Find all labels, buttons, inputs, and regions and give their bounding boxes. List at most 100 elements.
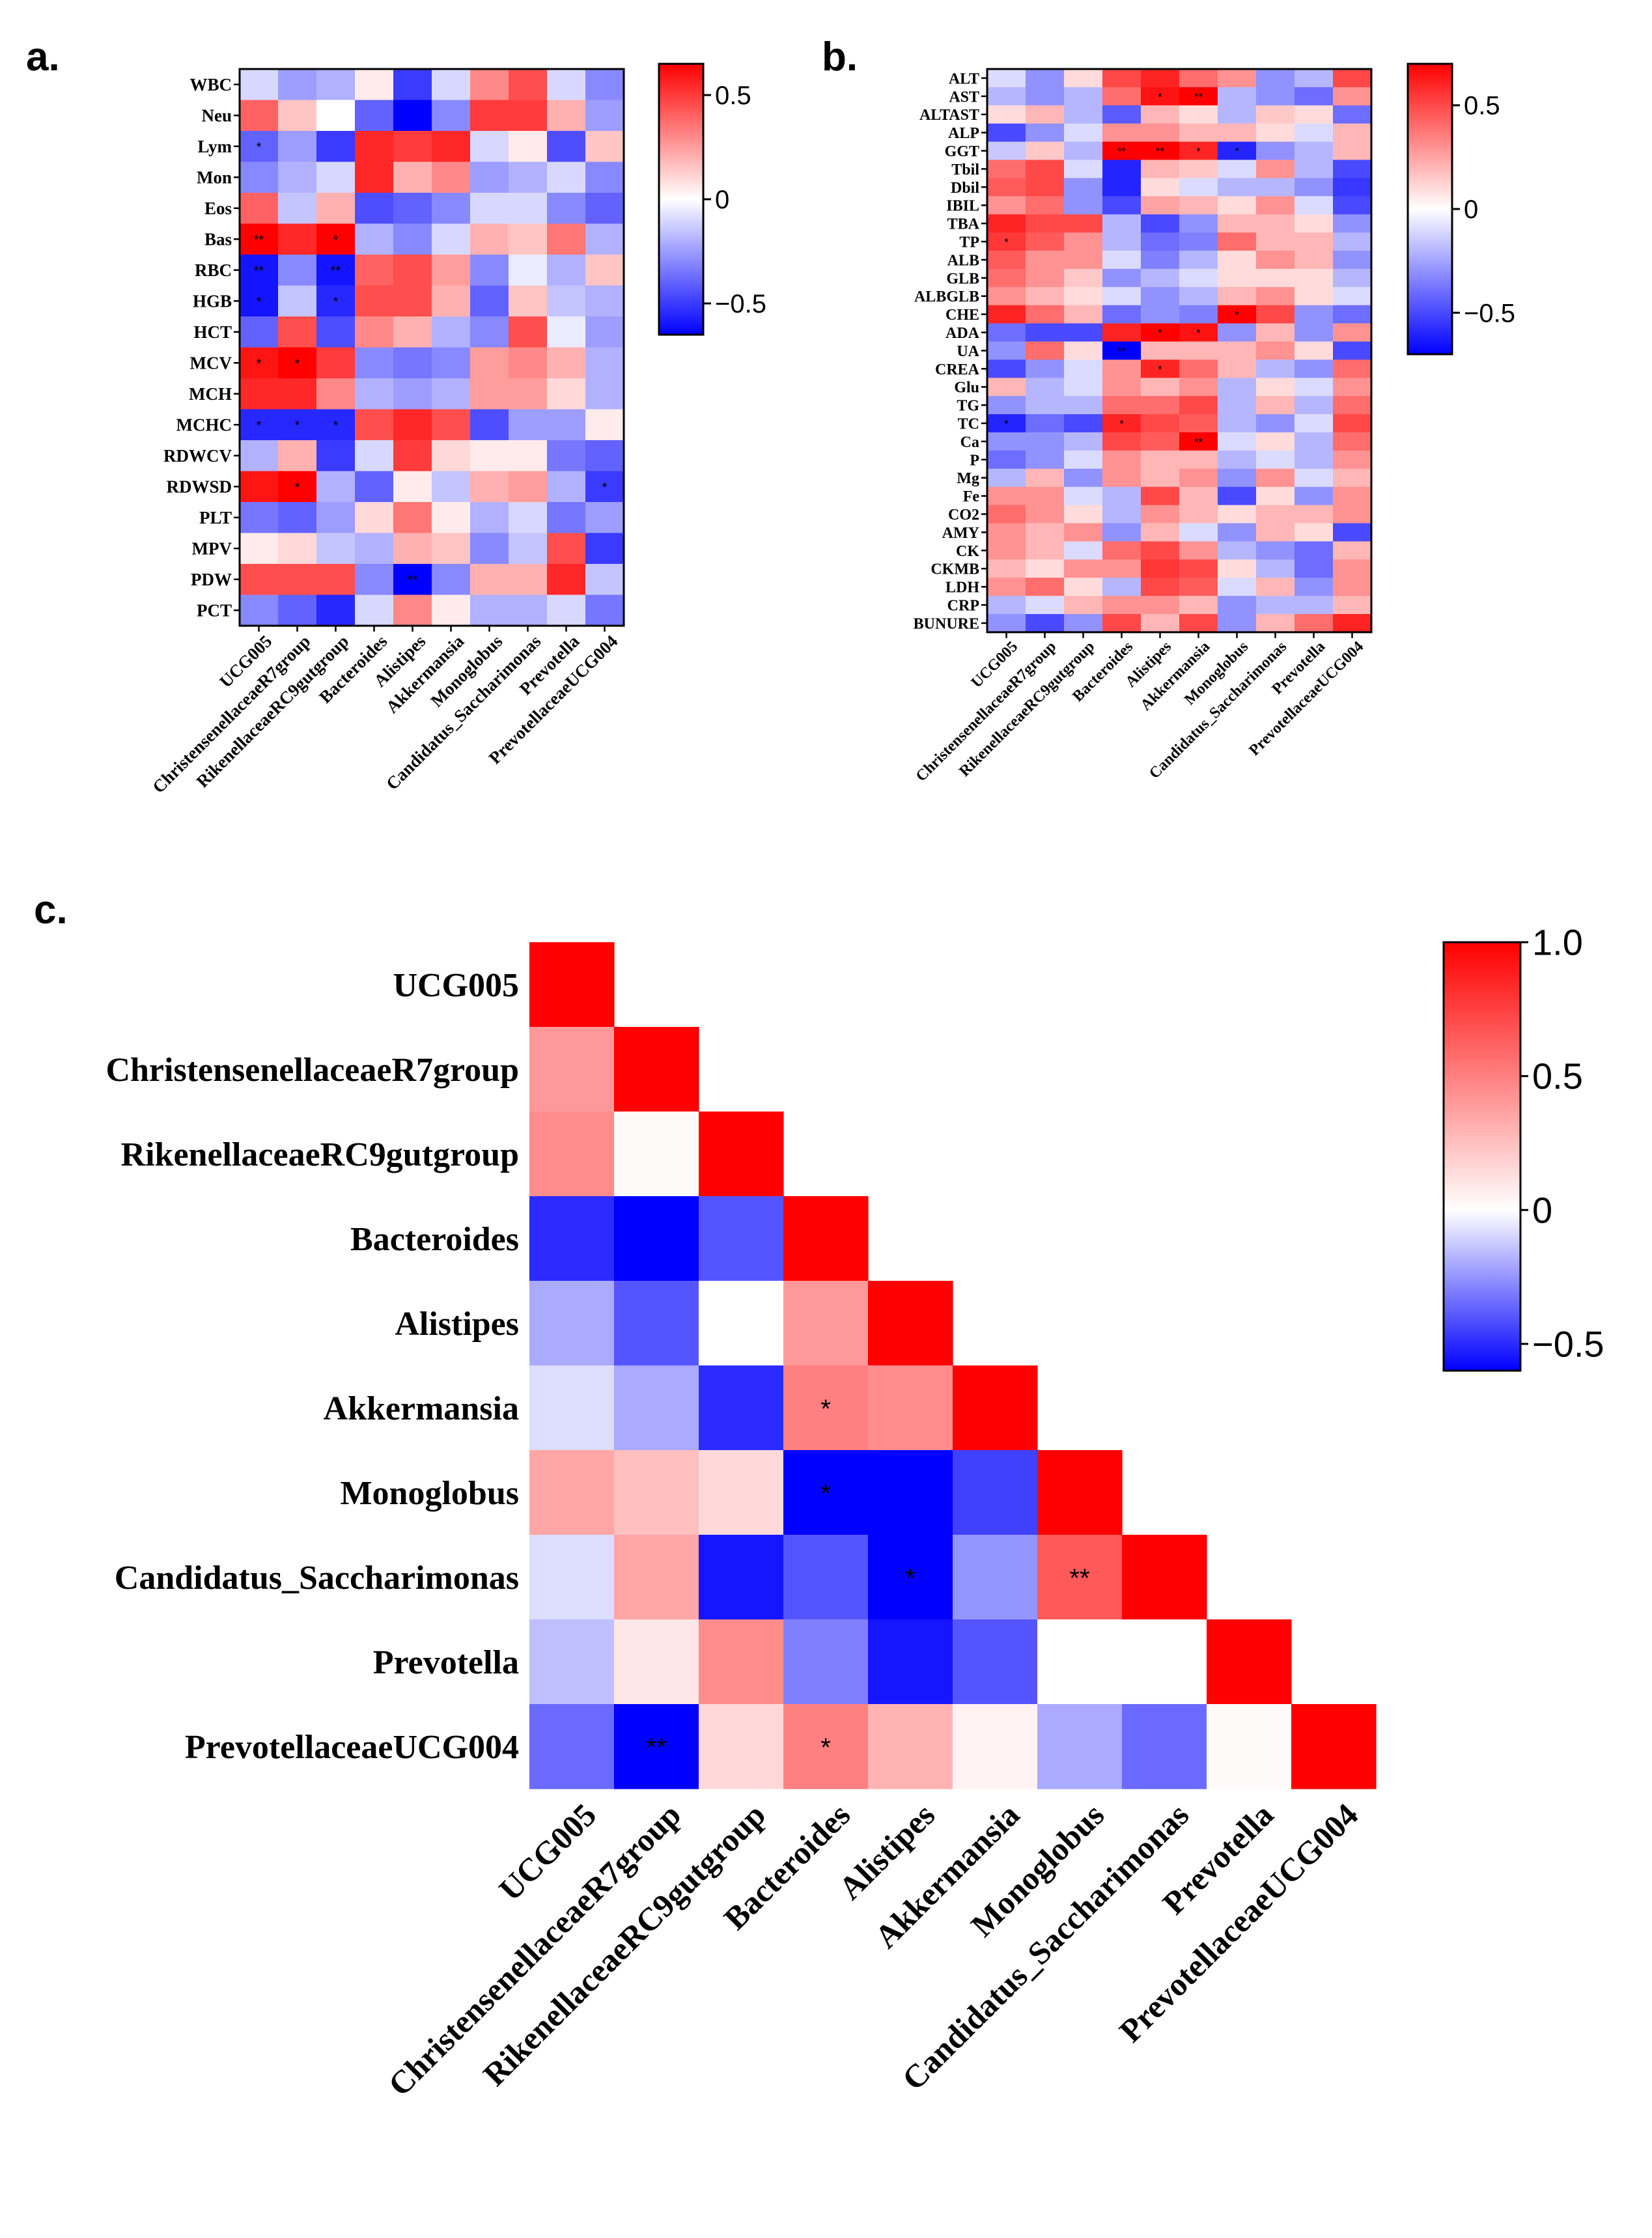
heatmap-cell — [1218, 559, 1257, 578]
heatmap-cell — [547, 347, 586, 379]
heatmap-cell — [1026, 378, 1065, 397]
row-label: CRP — [947, 597, 979, 614]
heatmap-cell — [1179, 305, 1218, 324]
heatmap-cell — [509, 347, 548, 379]
heatmap-cell — [1333, 614, 1372, 633]
heatmap-cell — [1026, 596, 1065, 615]
heatmap-cell — [1207, 1619, 1292, 1705]
heatmap-cell — [987, 341, 1026, 360]
heatmap-cell — [1064, 268, 1103, 288]
panel-b-heatmap: b.* **** ** * **** ***** ***ALTASTALTASTALPGGT… — [822, 35, 1515, 785]
heatmap-cell — [614, 1281, 699, 1366]
heatmap-cell — [240, 347, 279, 379]
heatmap-cell — [1295, 160, 1334, 178]
heatmap-cell — [1333, 196, 1372, 215]
heatmap-cell — [1102, 541, 1141, 560]
heatmap-cell — [240, 471, 279, 503]
significance-marker: * — [1158, 327, 1162, 339]
heatmap-cell — [1179, 432, 1218, 451]
row-label: PCT — [197, 601, 232, 621]
heatmap-cell — [509, 316, 548, 348]
heatmap-cell — [316, 131, 356, 163]
significance-marker: * — [295, 357, 300, 371]
heatmap-cell — [1295, 178, 1334, 197]
heatmap-cell — [529, 1027, 615, 1112]
heatmap-cell — [1141, 396, 1180, 415]
heatmap-cell — [1064, 359, 1103, 378]
heatmap-cell — [1102, 432, 1141, 451]
heatmap-cell — [987, 468, 1026, 488]
heatmap-cell — [1141, 214, 1180, 233]
heatmap-cell — [987, 287, 1026, 306]
heatmap-cell — [432, 100, 471, 132]
row-label: ADA — [945, 325, 980, 342]
heatmap-cell — [1141, 614, 1180, 633]
heatmap-cell — [1037, 1450, 1123, 1535]
heatmap-cell — [547, 378, 586, 410]
heatmap-cell — [1026, 178, 1065, 197]
heatmap-cell — [1256, 541, 1295, 560]
heatmap-cell — [1333, 87, 1372, 106]
panel-letter: b. — [822, 35, 858, 79]
heatmap-cell — [1179, 396, 1218, 415]
heatmap-cell — [1295, 468, 1334, 488]
heatmap-cell — [509, 594, 548, 626]
heatmap-cell — [1333, 468, 1372, 488]
heatmap-cell — [547, 409, 586, 441]
column-label: ChristensenellaceaeR7group — [913, 638, 1059, 785]
row-label: Bacteroides — [350, 1221, 519, 1258]
heatmap-cell — [278, 285, 317, 317]
heatmap-cell — [1141, 486, 1180, 506]
heatmap-cell — [278, 378, 317, 410]
heatmap-cell — [355, 564, 394, 596]
heatmap-cell — [1037, 1619, 1123, 1705]
heatmap-cell — [1256, 505, 1295, 524]
heatmap-cell — [1333, 160, 1372, 178]
heatmap-cell — [783, 1619, 869, 1705]
heatmap-cell — [1064, 559, 1103, 578]
heatmap-cell — [470, 502, 509, 534]
heatmap-cell — [1256, 323, 1295, 343]
heatmap-cell — [470, 285, 509, 317]
row-label: CKMB — [931, 561, 979, 578]
heatmap-cell — [509, 440, 548, 472]
heatmap-cell — [953, 1704, 1038, 1789]
heatmap-cell — [1026, 141, 1065, 161]
heatmap-cell — [1026, 69, 1065, 88]
heatmap-cell — [1218, 268, 1257, 288]
heatmap-cell — [470, 347, 509, 379]
heatmap-cell — [1026, 341, 1065, 360]
heatmap-cell — [1333, 341, 1372, 360]
heatmap-cell — [470, 223, 509, 255]
heatmap-cell — [547, 193, 586, 225]
heatmap-cell — [1333, 432, 1372, 451]
heatmap-cell — [1333, 596, 1372, 615]
plot-frame — [238, 68, 625, 627]
heatmap-cell — [987, 596, 1026, 615]
heatmap-cell — [699, 1535, 784, 1620]
heatmap-cell — [393, 502, 432, 534]
heatmap-cell — [316, 378, 356, 410]
heatmap-cell — [1179, 141, 1218, 161]
heatmap-cell — [240, 223, 279, 255]
heatmap-cell — [1064, 614, 1103, 633]
heatmap-cell — [868, 1619, 953, 1705]
row-label: AST — [949, 89, 979, 105]
heatmap-cell — [1141, 341, 1180, 360]
heatmap-cell — [432, 131, 471, 163]
heatmap-cell — [355, 131, 394, 163]
heatmap-cell — [585, 285, 624, 317]
heatmap-cell — [1295, 414, 1334, 433]
heatmap-cell — [1295, 251, 1334, 270]
heatmap-cell — [1256, 578, 1295, 596]
significance-marker: ** — [1117, 345, 1127, 357]
row-label: CO2 — [948, 507, 979, 524]
heatmap-cell — [1102, 359, 1141, 378]
heatmap-cell — [1026, 305, 1065, 324]
heatmap-cell — [316, 285, 356, 317]
heatmap-cell — [355, 161, 394, 193]
significance-marker: * — [1004, 236, 1009, 249]
heatmap-cell — [1102, 105, 1141, 124]
heatmap-cell — [393, 131, 432, 163]
heatmap-cell — [432, 193, 471, 225]
